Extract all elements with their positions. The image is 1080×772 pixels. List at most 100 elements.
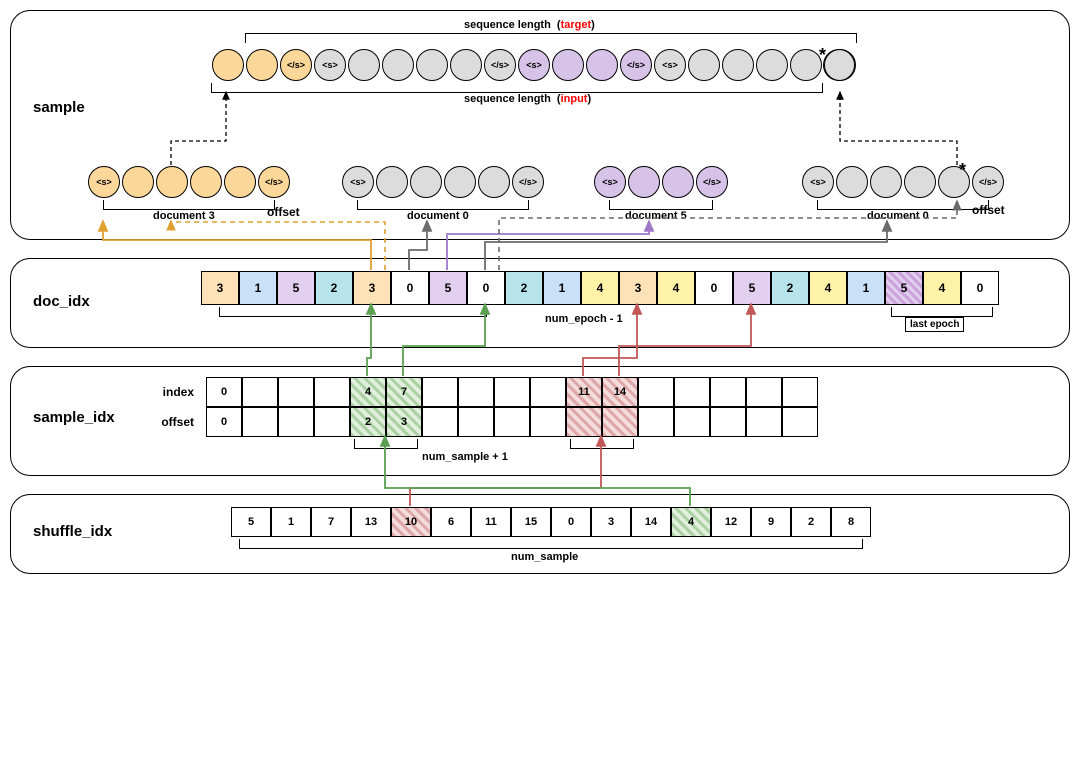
- sample-idx-offset-row: 023: [206, 407, 818, 437]
- sample-idx-cell: [458, 377, 494, 407]
- token: [376, 166, 408, 198]
- token: </s>: [258, 166, 290, 198]
- doc-bracket: [357, 200, 529, 210]
- doc-idx-cell: 4: [923, 271, 961, 305]
- sample-idx-cell: [278, 377, 314, 407]
- label-doc-idx: doc_idx: [33, 293, 90, 310]
- sample-idx-cell: [494, 407, 530, 437]
- panel-sample: sample</s><s></s><s></s><s>*sequence len…: [10, 10, 1070, 240]
- sample-idx-cell: [422, 377, 458, 407]
- shuffle-idx-cell: 1: [271, 507, 311, 537]
- doc-idx-cell: 0: [961, 271, 999, 305]
- token: <s>: [654, 49, 686, 81]
- sample-idx-cell: [602, 407, 638, 437]
- token: <s>: [594, 166, 626, 198]
- doc-idx-cell: 0: [467, 271, 505, 305]
- sample-idx-cell: [314, 407, 350, 437]
- shuffle-idx-cell: 15: [511, 507, 551, 537]
- last-epoch-label: last epoch: [905, 317, 964, 332]
- bracket-input: [211, 83, 823, 93]
- panel-sample-idx: sample_idxindexoffset0471114023num_sampl…: [10, 366, 1070, 476]
- token: </s>: [512, 166, 544, 198]
- token: </s>: [280, 49, 312, 81]
- token: [722, 49, 754, 81]
- shuffle-idx-cell: 5: [231, 507, 271, 537]
- doc-idx-cell: 1: [847, 271, 885, 305]
- sample-idx-cell: 2: [350, 407, 386, 437]
- token: </s>: [620, 49, 652, 81]
- doc-idx-cell: 1: [239, 271, 277, 305]
- doc-idx-cell: 2: [505, 271, 543, 305]
- token: [904, 166, 936, 198]
- sample-idx-bracket-r: [570, 439, 634, 449]
- shuffle-idx-cell: 13: [351, 507, 391, 537]
- seq-length-input: sequence length (input): [464, 93, 591, 105]
- token: [450, 49, 482, 81]
- token: <s>: [314, 49, 346, 81]
- sample-idx-cell: [314, 377, 350, 407]
- shuffle-idx-cell: 6: [431, 507, 471, 537]
- sample-idx-cell: [530, 377, 566, 407]
- token: [190, 166, 222, 198]
- doc-idx-cell: 3: [619, 271, 657, 305]
- doc-idx-cell: 3: [201, 271, 239, 305]
- sample-idx-cell: 3: [386, 407, 422, 437]
- token: [662, 166, 694, 198]
- sample-idx-cell: [242, 377, 278, 407]
- doc-bracket: [817, 200, 989, 210]
- row-label-offset: offset: [150, 415, 202, 429]
- doc-idx-cell: 2: [771, 271, 809, 305]
- epoch-bracket: [219, 307, 487, 317]
- sample-idx-cell: [530, 407, 566, 437]
- sample-idx-bracket-label: num_sample + 1: [422, 451, 508, 463]
- token: </s>: [972, 166, 1004, 198]
- token: [348, 49, 380, 81]
- doc-label: document 0: [867, 210, 929, 222]
- sample-idx-cell: [638, 407, 674, 437]
- sample-idx-cell: 11: [566, 377, 602, 407]
- panel-shuffle-idx: shuffle_idx5171310611150314412928num_sam…: [10, 494, 1070, 574]
- token: [212, 49, 244, 81]
- doc-bracket: [609, 200, 713, 210]
- shuffle-idx-cell: 10: [391, 507, 431, 537]
- shuffle-idx-cell: 11: [471, 507, 511, 537]
- sample-idx-cell: 0: [206, 377, 242, 407]
- sample-idx-cell: [566, 407, 602, 437]
- label-sample: sample: [33, 99, 85, 116]
- star-marker: *: [959, 160, 966, 181]
- token: <s>: [518, 49, 550, 81]
- sample-idx-cell: [242, 407, 278, 437]
- token: [444, 166, 476, 198]
- sample-idx-cell: [494, 377, 530, 407]
- sample-idx-cell: [746, 407, 782, 437]
- token: </s>: [696, 166, 728, 198]
- sample-idx-cell: 4: [350, 377, 386, 407]
- token: [688, 49, 720, 81]
- sample-idx-cell: [746, 377, 782, 407]
- doc-idx-cell: 4: [657, 271, 695, 305]
- doc-bracket: [103, 200, 275, 210]
- sample-idx-cell: [782, 377, 818, 407]
- shuffle-idx-cell: 7: [311, 507, 351, 537]
- token: [628, 166, 660, 198]
- sample-idx-bracket-l: [354, 439, 418, 449]
- shuffle-idx-cell: 9: [751, 507, 791, 537]
- shuffle-idx-cell: 14: [631, 507, 671, 537]
- token: [246, 49, 278, 81]
- sample-idx-cell: [278, 407, 314, 437]
- token: [122, 166, 154, 198]
- token: </s>: [484, 49, 516, 81]
- panel-doc-idx: doc_idx315230502143405241540num_epoch - …: [10, 258, 1070, 348]
- doc-idx-cell: 5: [733, 271, 771, 305]
- sample-idx-cell: [458, 407, 494, 437]
- token: [756, 49, 788, 81]
- doc-idx-cell: 0: [695, 271, 733, 305]
- shuffle-idx-row: 5171310611150314412928: [231, 507, 871, 537]
- token: [410, 166, 442, 198]
- doc-idx-row: 315230502143405241540: [201, 271, 999, 305]
- doc-label: document 0: [407, 210, 469, 222]
- shuffle-idx-cell: 2: [791, 507, 831, 537]
- shuffle-idx-bracket: [239, 539, 863, 549]
- last-epoch-bracket: [891, 307, 993, 317]
- shuffle-idx-bracket-label: num_sample: [511, 551, 578, 563]
